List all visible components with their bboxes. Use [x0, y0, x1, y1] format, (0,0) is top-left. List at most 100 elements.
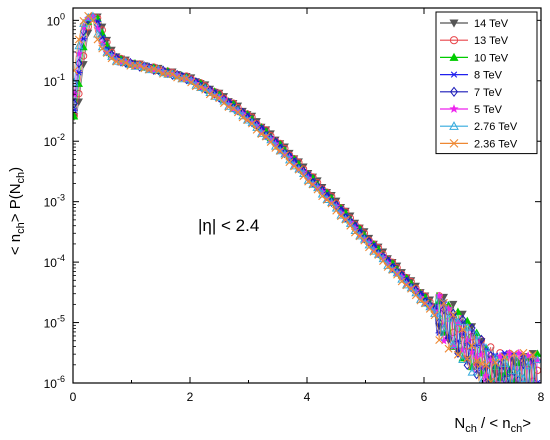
legend-marker: [449, 86, 459, 98]
data-point: [187, 78, 196, 87]
data-point: [506, 389, 513, 396]
legend-marker: [449, 104, 459, 114]
data-point: [430, 311, 439, 320]
data-point: [107, 54, 116, 63]
data-point: [360, 236, 369, 245]
data-point: [73, 66, 79, 75]
legend-entry: 10 TeV: [440, 52, 509, 64]
legend-marker: [449, 19, 459, 28]
legend-label: 10 TeV: [474, 52, 509, 64]
data-point: [304, 177, 313, 186]
data-point: [499, 382, 501, 383]
data-point: [520, 384, 527, 390]
data-point: [439, 298, 448, 307]
data-point: [383, 262, 392, 271]
legend-box: [435, 11, 538, 155]
data-point: [492, 390, 498, 396]
data-point: [533, 354, 541, 363]
data-point: [458, 354, 468, 363]
data-point: [393, 270, 402, 279]
data-point: [266, 137, 275, 146]
data-point: [299, 171, 308, 180]
legend-entry: 13 TeV: [440, 35, 509, 47]
data-point: [527, 381, 529, 383]
data-point: [472, 330, 482, 339]
x-axis-title: Nch / < nch>: [454, 415, 531, 435]
data-point: [402, 281, 411, 290]
data-point: [74, 35, 83, 44]
data-point: [397, 277, 406, 286]
legend-label: 8 TeV: [474, 70, 503, 82]
data-point: [73, 77, 79, 86]
data-point: [487, 389, 494, 395]
data-point: [261, 131, 271, 140]
legend-label: 5 TeV: [474, 104, 503, 116]
data-point: [492, 385, 500, 392]
data-point: [322, 195, 331, 204]
data-point: [327, 199, 336, 208]
y-tick-label: 10-2: [44, 132, 65, 149]
data-point: [525, 391, 532, 397]
y-tick-label: 100: [47, 11, 65, 28]
data-point: [477, 359, 486, 368]
data-point: [346, 221, 355, 230]
data-point: [449, 300, 458, 309]
y-tick-label: 10-1: [44, 72, 65, 89]
data-point: [528, 350, 537, 359]
data-point: [505, 376, 514, 383]
x-tick-label: 2: [187, 390, 194, 404]
data-point: [519, 373, 528, 382]
data-point: [332, 206, 341, 215]
data-point: [515, 391, 522, 396]
series-2.36-tev: [73, 11, 538, 398]
y-tick-label: 10-5: [44, 314, 65, 331]
data-point: [407, 284, 416, 293]
data-point: [482, 361, 490, 370]
data-point: [511, 389, 517, 395]
data-point: [224, 103, 233, 112]
data-point: [487, 383, 494, 388]
data-point: [313, 185, 322, 194]
axes: 0 2 4 6 8 10-6 10-5 10-4 10-3 10-2 10-1 100: [44, 7, 545, 404]
data-point: [238, 113, 247, 122]
data-point: [510, 349, 519, 358]
x-tick-label: 6: [421, 390, 428, 404]
y-tick-label: 10-3: [44, 193, 65, 210]
legend-label: 2.76 TeV: [474, 121, 518, 133]
data-point: [514, 368, 524, 377]
data-point: [515, 391, 522, 398]
legend-marker: [449, 52, 459, 61]
legend-label: 13 TeV: [474, 35, 509, 47]
data-point: [318, 192, 327, 201]
legend-label: 14 TeV: [474, 18, 509, 30]
data-point: [74, 41, 84, 50]
data-point: [500, 353, 509, 362]
data-point: [173, 73, 182, 82]
data-point: [519, 348, 528, 357]
legend: 14 TeV 13 TeV 10 TeV 8 TeV 7 TeV 5 TeV 2.76 Te…: [435, 11, 538, 155]
data-point: [93, 35, 102, 44]
data-point: [73, 112, 79, 120]
y-tick-label: 10-6: [44, 374, 65, 391]
data-point: [271, 143, 280, 152]
data-point: [116, 57, 125, 66]
annotation-eta-cut: |η| < 2.4: [198, 216, 259, 235]
legend-marker: [449, 121, 459, 130]
data-point: [453, 317, 463, 326]
y-tick-label: 10-4: [44, 253, 65, 270]
legend-label: 7 TeV: [474, 87, 503, 99]
legend-entry: 2.36 TeV: [440, 138, 518, 150]
data-point: [294, 165, 303, 174]
data-point: [467, 341, 476, 350]
data-point: [416, 296, 425, 305]
data-point: [529, 386, 537, 393]
data-point: [463, 360, 471, 371]
data-point: [435, 336, 444, 345]
data-point: [374, 250, 383, 259]
data-point: [210, 92, 219, 101]
data-point: [496, 385, 503, 392]
data-point: [444, 333, 453, 344]
legend-entry: 5 TeV: [440, 104, 503, 116]
data-point: [379, 257, 388, 266]
data-point: [350, 228, 359, 237]
